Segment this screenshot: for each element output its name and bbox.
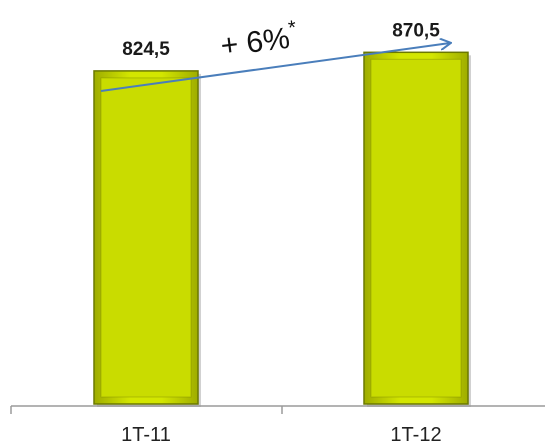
bar-1T-11 bbox=[93, 70, 201, 407]
bar-1T-12 bbox=[363, 51, 471, 408]
bars bbox=[93, 51, 471, 408]
value-label-1T-12: 870,5 bbox=[392, 20, 440, 41]
x-tick-label-1T-11: 1T-11 bbox=[121, 424, 171, 446]
bar-face bbox=[370, 58, 462, 398]
x-tick-label-1T-12: 1T-12 bbox=[390, 424, 441, 446]
growth-label-value: + 6% bbox=[219, 22, 292, 63]
bar-face bbox=[100, 77, 192, 398]
growth-label: + 6%* bbox=[218, 17, 299, 63]
value-label-1T-11: 824,5 bbox=[122, 39, 170, 60]
growth-arrow bbox=[100, 43, 450, 92]
value-labels: 824,5 870,5 bbox=[122, 20, 440, 60]
growth-label-footnote-mark: * bbox=[287, 17, 298, 40]
x-axis-ticks: 1T-11 1T-12 bbox=[10, 406, 442, 446]
